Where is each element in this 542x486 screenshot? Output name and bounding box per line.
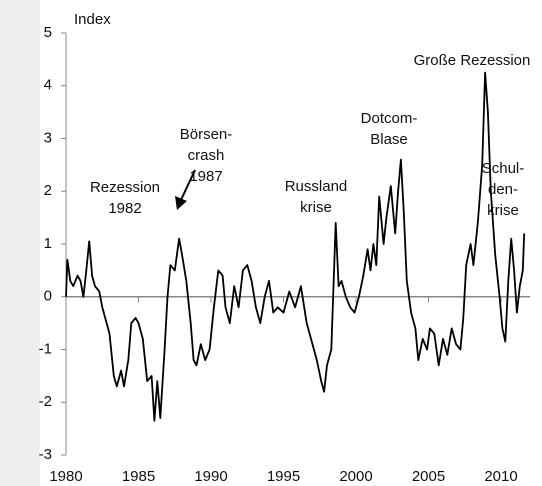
arrow-line <box>179 169 196 203</box>
x-tick-label: 1990 <box>194 468 227 485</box>
annotation: Dotcom- <box>361 110 418 127</box>
annotation: den- <box>488 181 518 198</box>
y-tick-label: 1 <box>44 235 52 252</box>
x-tick-label: 1985 <box>122 468 155 485</box>
y-tick-label: -3 <box>39 446 52 463</box>
y-tick-label: 0 <box>44 288 52 305</box>
y-axis-label: Index <box>74 11 111 28</box>
x-tick-label: 2000 <box>339 468 372 485</box>
y-tick-label: 5 <box>44 24 52 41</box>
annotation: 1982 <box>108 200 141 217</box>
annotation: krise <box>487 202 519 219</box>
y-tick-label: 3 <box>44 129 52 146</box>
annotation: Rezession <box>90 179 160 196</box>
annotation: Russland <box>285 178 348 195</box>
y-tick-label: 2 <box>44 182 52 199</box>
annotation: 1987 <box>189 168 222 185</box>
data-line <box>65 71 526 422</box>
annotation: Blase <box>370 131 408 148</box>
annotation: Große Rezession <box>414 52 531 69</box>
side-band <box>0 0 40 486</box>
annotation: crash <box>188 147 225 164</box>
x-tick-label: 1995 <box>267 468 300 485</box>
arrow-head <box>175 196 187 210</box>
annotations: Rezession 1982 Börsen-crash 1987 Russland kri… <box>90 52 530 219</box>
x-tick-label: 1980 <box>49 468 82 485</box>
x-tick-label: 2010 <box>484 468 517 485</box>
y-tick-label: -1 <box>39 340 52 357</box>
y-tick-label: -2 <box>39 393 52 410</box>
x-tick-label: 2005 <box>412 468 445 485</box>
y-tick-label: 4 <box>44 77 52 94</box>
annotation: Schul- <box>482 160 525 177</box>
annotation: krise <box>300 199 332 216</box>
annotation: Börsen- <box>180 126 233 143</box>
